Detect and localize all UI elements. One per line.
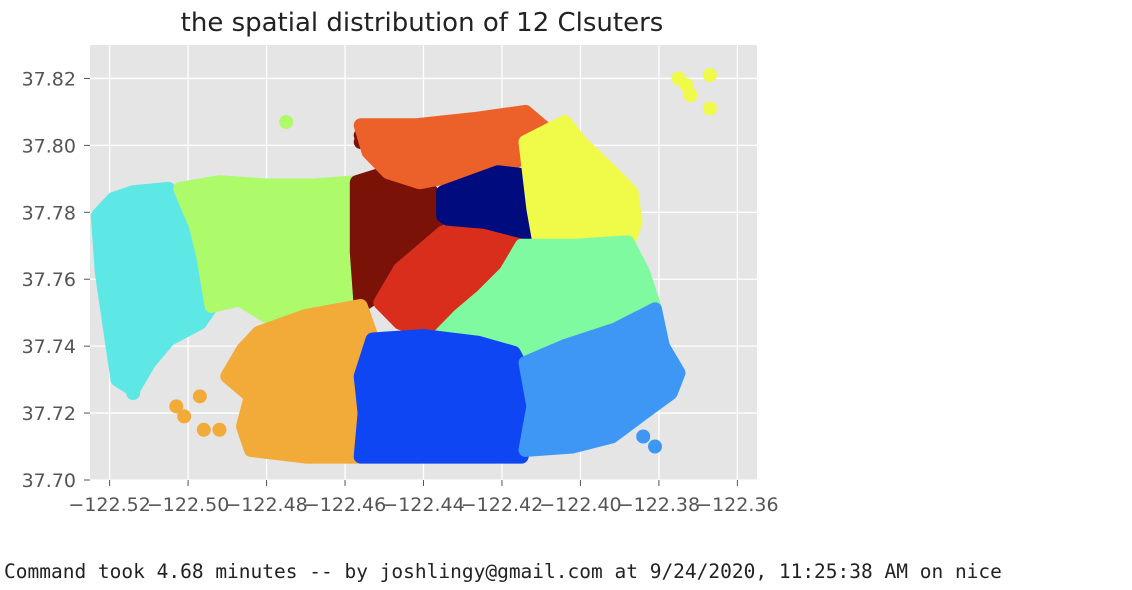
- y-tick-label: 37.76: [22, 269, 76, 291]
- cluster-1-point: [126, 386, 141, 400]
- cluster-9-point: [212, 422, 227, 437]
- cluster-9-point: [192, 389, 207, 404]
- y-tick-label: 37.70: [22, 470, 76, 492]
- cluster-11-point: [663, 372, 678, 387]
- x-tick-label: −122.44: [382, 494, 464, 516]
- cluster-layer: [90, 68, 717, 464]
- cluster-9-point: [169, 399, 184, 414]
- x-tick-label: −122.42: [461, 494, 543, 516]
- y-tick-label: 37.78: [22, 202, 76, 224]
- cluster-11-point: [647, 439, 662, 454]
- x-tick-label: −122.36: [696, 494, 778, 516]
- cluster-11-point: [636, 429, 651, 444]
- cluster-2-region: [173, 175, 372, 323]
- cluster-9-point: [177, 409, 192, 424]
- cluster-6-point: [683, 88, 698, 103]
- cluster-1-point: [134, 369, 149, 384]
- scatter-plot: 37.70 37.72 37.74 37.76 37.78 37.80 37.82 −122.…: [22, 45, 779, 516]
- cluster-10-region: [353, 329, 541, 464]
- axis-ticks: 37.70 37.72 37.74 37.76 37.78 37.80 37.82 −122.…: [22, 68, 779, 516]
- chart-title: the spatial distribution of 12 Clsuters: [180, 8, 664, 38]
- y-tick-label: 37.72: [22, 403, 76, 425]
- x-tick-label: −122.40: [539, 494, 621, 516]
- x-tick-label: −122.46: [304, 494, 386, 516]
- cluster-9-region: [220, 299, 380, 464]
- cluster-6-point: [702, 101, 717, 116]
- cluster-6-point: [702, 68, 717, 83]
- x-tick-label: −122.52: [68, 494, 150, 516]
- cluster-9-point: [196, 422, 211, 437]
- cluster-4-region: [353, 104, 557, 190]
- cluster-2-point: [279, 114, 294, 129]
- y-tick-label: 37.82: [22, 68, 76, 90]
- command-status-line: Command took 4.68 minutes -- by joshling…: [4, 560, 1002, 583]
- cluster-6-region: [518, 115, 643, 260]
- x-tick-label: −122.48: [225, 494, 307, 516]
- y-tick-label: 37.74: [22, 336, 76, 358]
- x-tick-label: −122.50: [147, 494, 229, 516]
- cluster-1-point: [114, 369, 129, 384]
- x-tick-label: −122.38: [618, 494, 700, 516]
- cluster-11-region: [518, 302, 686, 457]
- y-tick-label: 37.80: [22, 135, 76, 157]
